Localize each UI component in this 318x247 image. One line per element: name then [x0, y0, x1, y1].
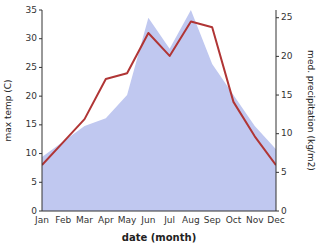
y-tick-label: 30 [26, 33, 38, 43]
x-tick-label: Aug [182, 215, 200, 225]
y-tick-label: 5 [31, 177, 37, 187]
y2-tick [276, 211, 279, 212]
x-tick-label: Nov [246, 215, 264, 225]
y-tick-label: 10 [26, 148, 38, 158]
y2-tick-label: 25 [281, 12, 292, 22]
y-tick-label: 25 [26, 62, 37, 72]
y2-axis-line [276, 10, 277, 211]
y2-tick-label: 15 [281, 90, 292, 100]
y2-axis-label: med. precipitation (kg/m2) [306, 50, 316, 171]
y-tick [39, 211, 42, 212]
y-tick [39, 10, 42, 11]
y-tick-label: 15 [26, 119, 37, 129]
area [42, 10, 276, 211]
y2-tick [276, 133, 279, 134]
y-tick [39, 38, 42, 39]
y2-tick-label: 10 [281, 128, 293, 138]
x-tick-label: Mar [76, 215, 93, 225]
x-tick-label: Sep [204, 215, 221, 225]
x-tick-label: Apr [98, 215, 114, 225]
x-tick-label: Feb [55, 215, 71, 225]
y-tick-label: 0 [31, 206, 37, 216]
y-tick-label: 35 [26, 5, 37, 15]
x-axis-line [42, 211, 276, 212]
chart-container: 051015202530350510152025JanFebMarAprMayJ… [0, 0, 318, 247]
plot-area [42, 10, 276, 211]
y2-tick [276, 17, 279, 18]
y2-tick [276, 95, 279, 96]
y2-tick-label: 0 [281, 206, 287, 216]
x-tick-label: Dec [267, 215, 284, 225]
chart-svg: 051015202530350510152025JanFebMarAprMayJ… [0, 0, 318, 247]
y2-tick-label: 20 [281, 51, 293, 61]
y-tick [39, 67, 42, 68]
y-tick [39, 153, 42, 154]
x-tick-label: Oct [226, 215, 242, 225]
x-tick-label: Jul [163, 215, 175, 225]
x-tick-label: Jan [34, 215, 49, 225]
y2-tick [276, 172, 279, 173]
x-axis-label: date (month) [122, 232, 196, 243]
y2-tick [276, 56, 279, 57]
x-tick-label: May [118, 215, 137, 225]
x-tick-label: Jun [140, 215, 155, 225]
line [42, 21, 276, 165]
y-tick [39, 182, 42, 183]
y-tick [39, 124, 42, 125]
y2-tick-label: 5 [281, 167, 287, 177]
y-tick [39, 96, 42, 97]
y-axis-line [42, 10, 43, 211]
y-axis-label: max temp (C) [3, 79, 13, 141]
y-tick-label: 20 [26, 91, 38, 101]
